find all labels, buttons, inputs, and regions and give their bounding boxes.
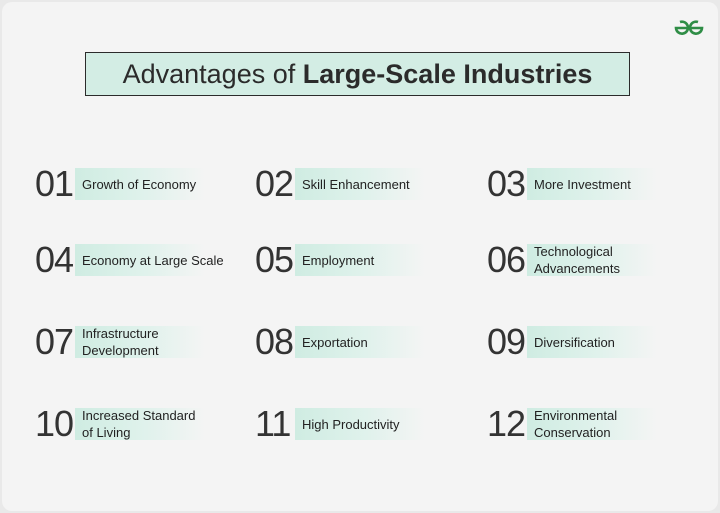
item-number: 05 xyxy=(255,239,294,280)
item-label: Economy at Large Scale xyxy=(82,238,224,282)
item-label: Infrastructure Development xyxy=(82,320,159,364)
item-label: Growth of Economy xyxy=(82,162,196,206)
item-number: 06 xyxy=(487,239,526,280)
label-line: Economy at Large Scale xyxy=(82,252,224,268)
item-label: Employment xyxy=(302,238,374,282)
item-number: 12 xyxy=(487,403,526,444)
item-label: Skill Enhancement xyxy=(302,162,410,206)
item: 06 Technological Advancements xyxy=(487,238,702,282)
highlight xyxy=(75,244,205,276)
item-number: 03 xyxy=(487,163,526,204)
item: 02 Skill Enhancement xyxy=(255,162,470,206)
label-line: Exportation xyxy=(302,334,368,350)
highlight xyxy=(75,326,205,358)
label-line: Employment xyxy=(302,252,375,268)
item-number: 02 xyxy=(255,163,294,204)
item-label: Exportation xyxy=(302,320,368,364)
item-label: Diversification xyxy=(534,320,615,364)
label-line: Technological xyxy=(534,244,613,259)
item-number: 10 xyxy=(35,403,74,444)
highlight xyxy=(295,326,425,358)
label-line: Conservation xyxy=(534,425,611,440)
title: Advantages of Large-Scale Industries xyxy=(85,52,630,96)
item: 09 Diversification xyxy=(487,320,702,364)
item: 10 Increased Standard of Living xyxy=(35,402,250,446)
item-number: 07 xyxy=(35,321,74,362)
label-line: Skill Enhancement xyxy=(302,176,410,192)
item: 08 Exportation xyxy=(255,320,470,364)
item-number: 08 xyxy=(255,321,294,362)
title-bold: Large-Scale Industries xyxy=(302,59,593,89)
highlight xyxy=(295,244,425,276)
label-line: of Living xyxy=(82,425,131,440)
highlight xyxy=(75,168,205,200)
item: 04 Economy at Large Scale xyxy=(35,238,250,282)
item-label: High Productivity xyxy=(302,402,400,446)
item-number: 04 xyxy=(35,239,74,280)
highlight xyxy=(295,408,425,440)
label-line: Infrastructure xyxy=(82,326,159,341)
highlight xyxy=(527,168,657,200)
label-line: Advancements xyxy=(534,261,620,276)
highlight xyxy=(75,408,205,440)
title-regular: Advantages of xyxy=(122,59,296,89)
item: 11 High Productivity xyxy=(255,402,470,446)
label-line: Increased Standard xyxy=(82,408,196,423)
item-number: 09 xyxy=(487,321,526,362)
highlight xyxy=(295,168,425,200)
item: 01 Growth of Economy xyxy=(35,162,250,206)
highlight xyxy=(527,326,657,358)
item-label: Technological Advancements xyxy=(534,238,620,282)
highlight xyxy=(527,408,657,440)
label-line: Development xyxy=(82,343,159,358)
item-number: 11 xyxy=(255,403,291,444)
label-line: Growth of Economy xyxy=(82,176,197,192)
item-label: More Investment xyxy=(534,162,631,206)
label-line: Environmental xyxy=(534,408,618,423)
item: 12 Environmental Conservation xyxy=(487,402,702,446)
logo xyxy=(674,20,704,35)
label-line: Diversification xyxy=(534,334,615,350)
item: 07 Infrastructure Development xyxy=(35,320,250,364)
item: 03 More Investment xyxy=(487,162,702,206)
label-line: High Productivity xyxy=(302,416,400,432)
item-label: Increased Standard of Living xyxy=(82,402,195,446)
label-line: More Investment xyxy=(534,176,631,192)
highlight xyxy=(527,244,657,276)
item-label: Environmental Conservation xyxy=(534,402,617,446)
item: 05 Employment xyxy=(255,238,470,282)
item-number: 01 xyxy=(35,163,74,204)
